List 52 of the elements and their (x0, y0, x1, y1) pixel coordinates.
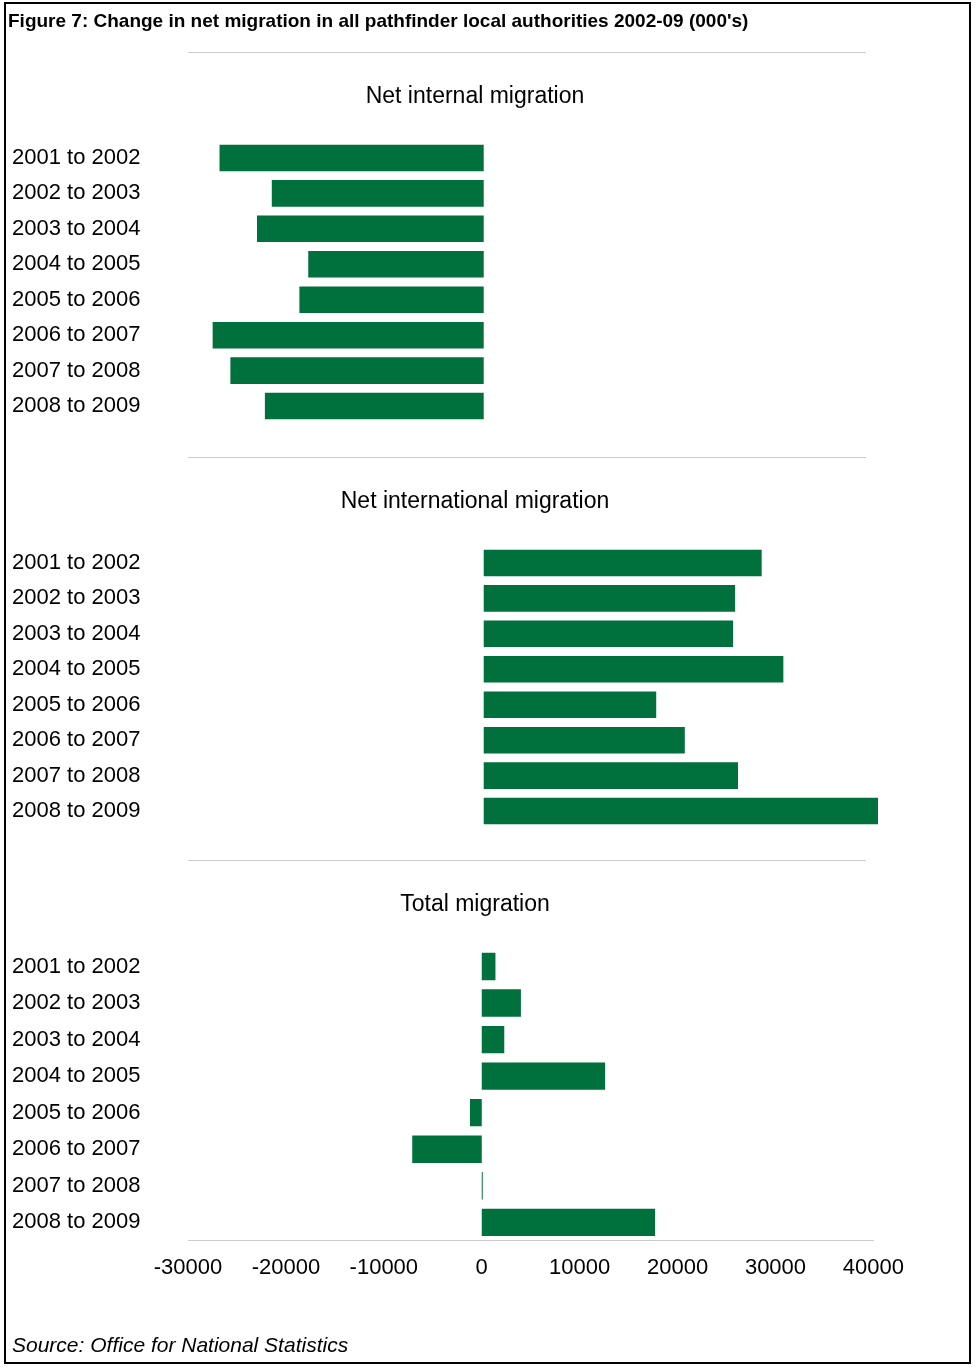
x-tick-label: -20000 (251, 1253, 321, 1279)
y-tick-label: 2007 to 2008 (12, 1171, 141, 1197)
bar (483, 656, 784, 683)
bar (412, 1135, 482, 1163)
y-tick-label: 2004 to 2005 (12, 1062, 141, 1088)
y-tick-label: 2001 to 2002 (12, 548, 141, 574)
bar (483, 797, 878, 825)
y-tick-label: 2005 to 2006 (12, 1098, 141, 1124)
y-tick-label: 2007 to 2008 (12, 761, 141, 787)
x-tick-label: 20000 (646, 1253, 709, 1279)
y-tick-label: 2006 to 2007 (12, 321, 141, 347)
y-tick-label: 2001 to 2002 (12, 952, 141, 978)
y-tick-label: 2005 to 2006 (12, 690, 141, 716)
y-tick-label: 2004 to 2005 (12, 655, 141, 681)
bar (483, 726, 685, 754)
x-tick-label: 0 (475, 1253, 488, 1279)
y-tick-label: 2008 to 2009 (12, 1208, 141, 1234)
bar (481, 1025, 505, 1054)
y-tick-label: 2005 to 2006 (12, 285, 141, 311)
y-tick-label: 2003 to 2004 (12, 1025, 141, 1051)
bar (481, 952, 496, 981)
y-tick-label: 2002 to 2003 (12, 584, 141, 610)
chart-subtitle: Net internal migration (364, 82, 586, 109)
x-tick-label: 30000 (744, 1253, 807, 1279)
x-tick-label: 40000 (842, 1253, 905, 1279)
bar (481, 1208, 656, 1237)
y-tick-label: 2003 to 2004 (12, 619, 141, 645)
y-tick-label: 2008 to 2009 (12, 797, 141, 823)
source-note: Source: Office for National Statistics (12, 1333, 349, 1357)
bar (483, 549, 762, 577)
y-tick-label: 2007 to 2008 (12, 356, 141, 382)
x-tick-label: 10000 (549, 1253, 611, 1279)
y-tick-label: 2004 to 2005 (12, 250, 141, 276)
y-tick-label: 2006 to 2007 (12, 1135, 141, 1161)
bar (483, 691, 657, 718)
bar (481, 989, 521, 1017)
bar (483, 585, 736, 612)
chart-title: Net international migration (339, 487, 611, 514)
chart-title: Figure 7: Change in net migration in all pathfinder local authorities 2002-09 (000's) (8, 10, 750, 32)
x-tick-label: -30000 (153, 1253, 223, 1279)
y-tick-label: 2002 to 2003 (12, 179, 141, 205)
x-tick-label: -10000 (349, 1253, 419, 1279)
y-tick-label: 2006 to 2007 (12, 726, 141, 752)
y-tick-label: 2003 to 2004 (12, 214, 141, 240)
y-tick-label: 2002 to 2003 (12, 989, 141, 1015)
chart-title: Total migration (399, 890, 551, 917)
bar (481, 1062, 606, 1090)
y-tick-label: 2001 to 2002 (12, 143, 141, 169)
y-tick-label: 2008 to 2009 (12, 392, 141, 418)
bar (470, 1098, 482, 1127)
bar (483, 762, 739, 789)
bar (483, 620, 734, 648)
